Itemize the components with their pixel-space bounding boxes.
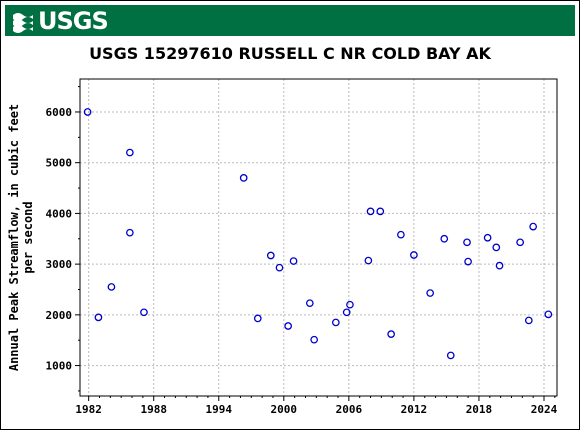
data-point	[483, 233, 492, 242]
data-point	[83, 108, 92, 116]
x-tick-label: 2006	[336, 403, 363, 416]
data-point	[284, 322, 292, 330]
data-point	[289, 257, 298, 265]
data-point	[94, 313, 103, 322]
y-axis-title-line1: Annual Peak Streamflow, in cubic feet	[7, 104, 21, 371]
y-tick-label: 3000	[46, 258, 73, 271]
usgs-wave-icon	[13, 13, 33, 33]
data-point	[544, 310, 553, 319]
data-point	[275, 263, 284, 272]
chart-title: USGS 15297610 RUSSELL C NR COLD BAY AK	[89, 44, 491, 63]
y-tick-label: 1000	[46, 360, 73, 373]
data-point	[140, 308, 148, 317]
data-point	[342, 308, 351, 317]
grid-lines	[80, 79, 557, 396]
data-point	[464, 257, 472, 266]
data-point	[305, 299, 314, 308]
data-point	[126, 228, 134, 237]
data-point	[346, 300, 354, 309]
x-tick-label: 1994	[206, 403, 233, 416]
y-tick-label: 4000	[46, 207, 73, 220]
data-point	[446, 351, 455, 360]
data-point	[495, 261, 504, 270]
data-point	[310, 335, 319, 344]
axis-ticks: 1982 1988 1994 2000 2006 2012 2018 2024 1000 2000…	[46, 86, 558, 416]
data-point	[364, 256, 373, 265]
data-point	[331, 318, 340, 327]
data-point	[253, 314, 262, 323]
y-axis-title-line2: per second	[21, 201, 35, 273]
plot-area	[79, 78, 558, 397]
data-point	[126, 148, 134, 157]
data-point	[426, 289, 435, 297]
y-tick-label: 6000	[46, 106, 73, 119]
data-point	[516, 238, 524, 247]
x-tick-label: 2018	[466, 403, 493, 416]
x-tick-label: 2024	[531, 403, 558, 416]
x-tick-label: 2000	[271, 403, 298, 416]
data-point	[397, 230, 405, 239]
data-points	[83, 108, 553, 360]
data-point	[463, 238, 471, 247]
data-point	[440, 234, 449, 243]
data-point	[366, 207, 375, 216]
data-point	[529, 222, 538, 231]
data-point	[107, 283, 116, 291]
data-point	[492, 243, 501, 252]
y-tick-label: 2000	[46, 309, 73, 322]
data-point	[239, 174, 248, 182]
y-tick-label: 5000	[46, 157, 73, 170]
data-point	[266, 251, 275, 260]
data-point	[524, 316, 533, 325]
data-point	[410, 251, 418, 259]
data-point	[387, 330, 395, 338]
x-tick-label: 2012	[401, 403, 428, 416]
x-tick-label: 1982	[75, 403, 102, 416]
usgs-logo-text: USGS	[38, 7, 109, 35]
usgs-header-banner: USGS	[5, 5, 575, 36]
usgs-logo: USGS	[11, 7, 109, 35]
x-tick-label: 1988	[140, 403, 167, 416]
data-point	[376, 207, 385, 216]
